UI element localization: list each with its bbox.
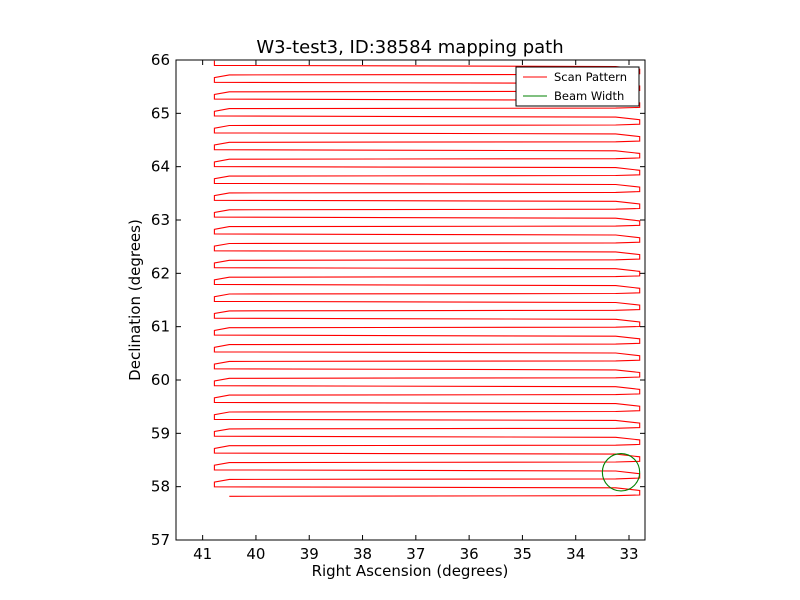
x-tick-label: 41 xyxy=(193,545,212,563)
y-axis-label: Declination (degrees) xyxy=(126,219,144,381)
y-tick-label: 65 xyxy=(151,104,170,122)
legend-label-beam-width: Beam Width xyxy=(554,89,624,103)
y-tick-label: 61 xyxy=(151,318,170,336)
plot-frame xyxy=(175,59,646,541)
legend-label-scan-pattern: Scan Pattern xyxy=(554,70,627,84)
x-tick-label: 34 xyxy=(566,545,585,563)
x-tick-label: 39 xyxy=(300,545,319,563)
y-tick-label: 63 xyxy=(151,211,170,229)
y-tick-label: 59 xyxy=(151,424,170,442)
x-tick-label: 33 xyxy=(619,545,638,563)
legend-box xyxy=(515,66,640,107)
y-axis: 57 58 59 60 61 62 63 64 65 66 xyxy=(151,51,645,549)
x-axis-label: Right Ascension (degrees) xyxy=(312,562,509,580)
y-tick-label: 57 xyxy=(151,531,170,549)
y-tick-label: 60 xyxy=(151,371,170,389)
x-tick-label: 37 xyxy=(406,545,425,563)
y-tick-label: 62 xyxy=(151,264,170,282)
beam-width-circle xyxy=(601,453,641,492)
scan-pattern-series xyxy=(213,60,641,497)
y-tick-label: 58 xyxy=(151,478,170,496)
legend: Scan Pattern Beam Width xyxy=(515,66,640,107)
x-tick-label: 38 xyxy=(353,545,372,563)
scan-pattern-path xyxy=(213,60,641,497)
chart-title: W3-test3, ID:38584 mapping path xyxy=(256,37,563,58)
x-tick-label: 36 xyxy=(460,545,479,563)
x-tick-label: 40 xyxy=(246,545,265,563)
y-tick-label: 66 xyxy=(151,51,170,69)
x-tick-label: 35 xyxy=(513,545,532,563)
beam-width-series xyxy=(601,453,641,492)
y-tick-label: 64 xyxy=(151,158,170,176)
x-axis: 41 40 39 38 37 36 35 34 33 xyxy=(193,60,639,563)
